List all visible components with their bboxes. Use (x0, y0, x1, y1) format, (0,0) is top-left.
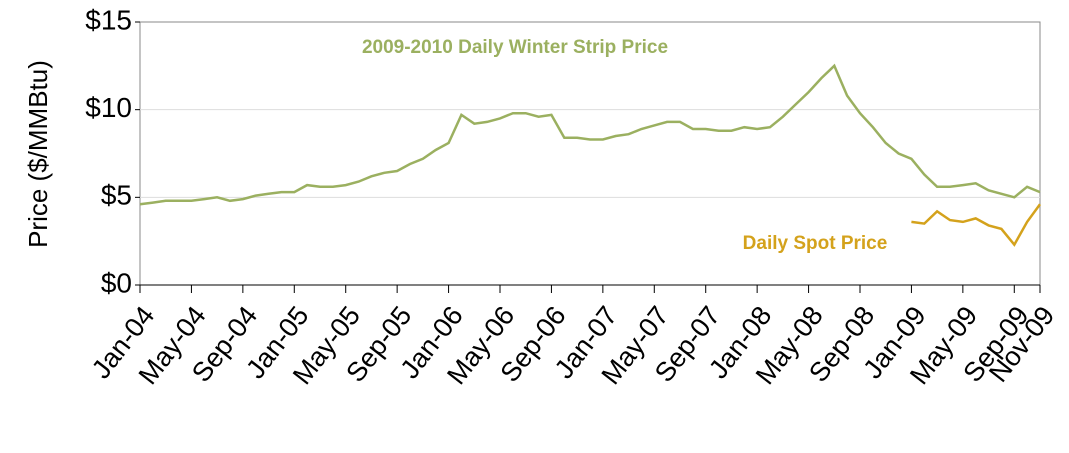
y-tick-label: $15 (85, 4, 132, 35)
series-annotation: 2009-2010 Daily Winter Strip Price (362, 37, 668, 58)
series-annotation: Daily Spot Price (743, 233, 888, 254)
y-tick-label: $10 (85, 92, 132, 123)
plot-area (139, 21, 1041, 286)
y-axis-label: Price ($/MMBtu) (23, 60, 53, 248)
y-tick-label: $5 (101, 180, 132, 211)
y-tick-label: $0 (101, 267, 132, 298)
series-line (911, 203, 1042, 247)
series-line (139, 63, 1041, 206)
